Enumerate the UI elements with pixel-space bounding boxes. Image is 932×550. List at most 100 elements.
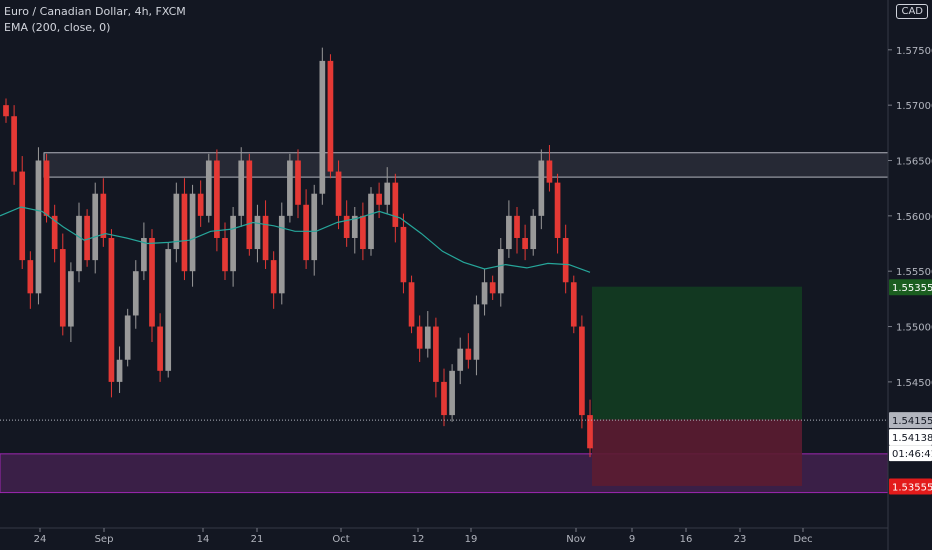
price-tick-label: 1.55000 [896,323,932,334]
candle[interactable] [27,260,34,294]
candle[interactable] [392,182,399,227]
time-tick-label: 9 [629,534,635,545]
candle[interactable] [579,326,585,416]
candle[interactable] [360,215,366,250]
candle[interactable] [311,193,318,261]
candle[interactable] [246,160,253,250]
candle[interactable] [165,249,172,371]
candle[interactable] [416,326,423,349]
candle[interactable] [100,193,107,238]
price-tick-label: 1.56000 [896,212,932,223]
candle[interactable] [149,237,155,327]
candle[interactable] [278,215,285,294]
candle[interactable] [457,348,464,371]
indicator-label[interactable]: EMA (200, close, 0) [4,21,111,34]
candle[interactable] [287,160,293,216]
candle[interactable] [262,215,269,261]
candle[interactable] [335,171,342,216]
candle[interactable] [449,370,455,416]
candle[interactable] [522,237,528,250]
candle[interactable] [554,182,561,238]
candle[interactable] [497,249,504,294]
candle[interactable] [368,193,374,250]
candle[interactable] [92,193,99,261]
target-price-label: 1.55355 [892,283,932,294]
current-price-label: 1.54155 [892,416,932,427]
candle[interactable] [562,237,569,283]
current-price-label-bg [889,412,932,429]
candle[interactable] [189,193,196,272]
candle[interactable] [546,160,553,183]
candle[interactable] [19,171,26,261]
candle[interactable] [51,215,58,250]
price-tick-label: 1.56500 [896,157,932,168]
candle[interactable] [465,348,472,360]
candle[interactable] [570,282,577,327]
candle[interactable] [481,282,488,305]
candle[interactable] [3,105,9,117]
time-tick-label: 12 [412,534,425,545]
candle[interactable] [424,326,431,349]
candle[interactable] [141,237,147,272]
candle[interactable] [587,415,593,449]
target-price-label-bg [889,279,932,296]
price-tick-label: 1.54500 [896,378,932,389]
candle[interactable] [538,160,545,216]
candle[interactable] [343,215,350,238]
currency-badge: CAD [896,4,928,19]
candle[interactable] [181,193,188,272]
candle[interactable] [384,182,391,205]
time-tick-label: Dec [793,534,812,545]
candle[interactable] [68,271,74,327]
candle[interactable] [222,237,228,272]
candle[interactable] [108,237,115,382]
candle[interactable] [270,260,277,294]
candle[interactable] [327,60,334,172]
candle[interactable] [303,204,309,261]
candle[interactable] [441,381,447,416]
candle[interactable] [408,282,415,327]
candle[interactable] [238,160,245,216]
candle[interactable] [173,193,180,250]
candle[interactable] [124,315,131,360]
ema-line[interactable] [0,206,591,273]
candle[interactable] [205,160,212,216]
candle[interactable] [295,160,301,205]
candle[interactable] [116,359,123,382]
time-tick-label: 16 [680,534,693,545]
time-tick-label: 23 [734,534,747,545]
candle[interactable] [35,160,42,294]
candle[interactable] [473,304,480,360]
candle[interactable] [530,215,537,250]
candle[interactable] [132,271,139,316]
stop-price-label: 1.53555 [892,482,932,493]
candle[interactable] [514,215,520,238]
candle[interactable] [214,160,220,238]
candle[interactable] [76,215,82,272]
candle[interactable] [59,249,66,327]
profit-target-zone[interactable] [592,286,802,420]
candle[interactable] [157,326,163,371]
resistance-zone[interactable] [43,152,889,178]
candle-countdown-label-bg [889,445,932,462]
stop-loss-zone[interactable] [592,419,802,486]
candle[interactable] [506,215,512,250]
candle[interactable] [230,215,236,272]
candle[interactable] [351,215,358,238]
candle[interactable] [84,215,90,261]
candle[interactable] [43,160,50,216]
candle[interactable] [489,282,496,294]
price-tick-label: 1.55500 [896,267,932,278]
candle[interactable] [376,193,382,205]
candle[interactable] [319,60,326,194]
candle[interactable] [197,193,204,216]
time-tick-label: 21 [251,534,264,545]
candle[interactable] [433,326,439,382]
time-tick-label: Oct [332,534,349,545]
candle[interactable] [11,116,17,172]
symbol-title[interactable]: Euro / Canadian Dollar, 4h, FXCM [4,5,186,18]
candle[interactable] [400,226,407,283]
candle[interactable] [254,215,261,250]
last-price-label: 1.54138 [892,433,932,444]
